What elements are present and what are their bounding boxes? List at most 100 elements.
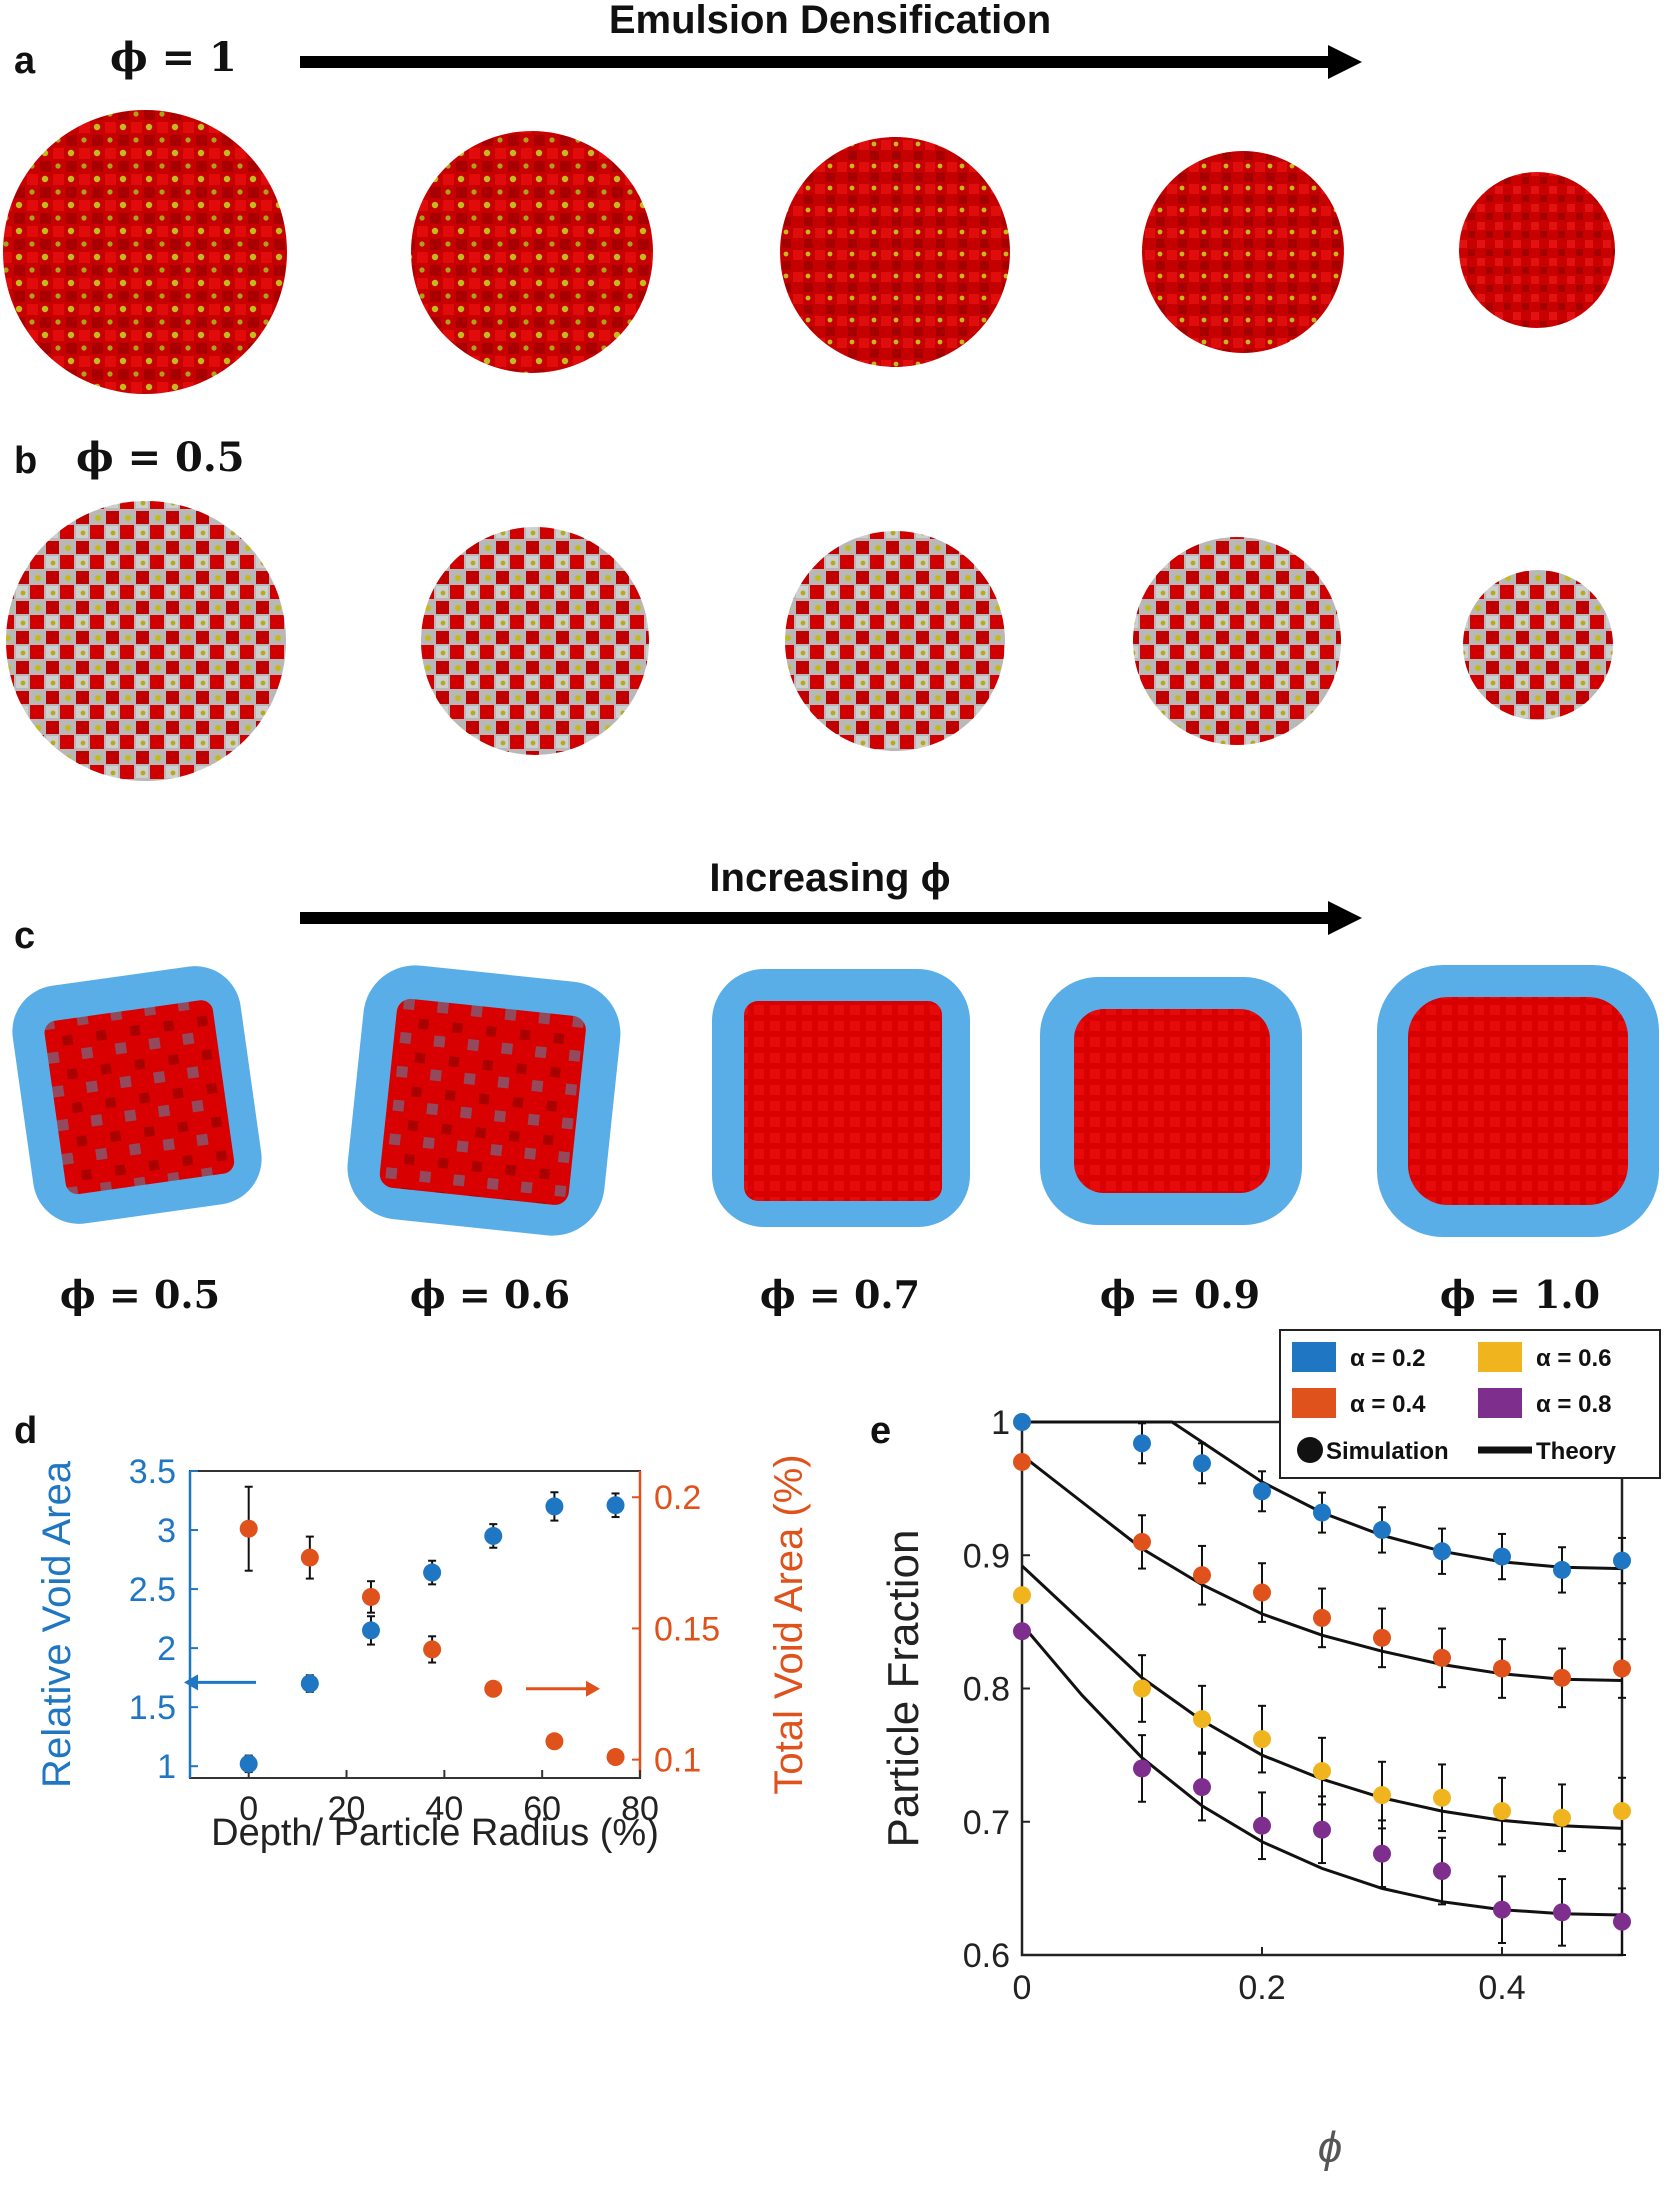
cross-section-0.5 — [12, 966, 262, 1224]
simulation-point — [1133, 1532, 1151, 1551]
simulation-point — [1313, 1608, 1331, 1627]
panel-d-x-axis-title: Depth/ Particle Radius (%) — [211, 1812, 659, 1854]
legend-swatch — [1292, 1342, 1336, 1372]
densification-arrow-head — [1328, 45, 1362, 79]
legend-theory-label: Theory — [1536, 1438, 1617, 1465]
panel-e-y-axis-title: Particle Fraction — [879, 1530, 928, 1848]
simulation-point — [1253, 1583, 1271, 1602]
y-left-tick-label: 1.5 — [129, 1689, 176, 1727]
simulation-point — [1313, 1820, 1331, 1839]
cross-section-0.6 — [347, 965, 621, 1236]
simulation-point — [1193, 1778, 1211, 1797]
droplet-a4 — [1142, 151, 1344, 353]
panel-a-droplets — [3, 110, 1615, 394]
data-point-right — [239, 1519, 258, 1538]
simulation-point — [1553, 1808, 1571, 1827]
x-tick-label: 40 — [425, 1790, 463, 1828]
panel-a-phi-label: ϕ = 1 — [110, 34, 237, 81]
panel-d-left-axis-title: Relative Void Area — [35, 1460, 79, 1788]
simulation-point — [1373, 1520, 1391, 1539]
simulation-point — [1373, 1628, 1391, 1647]
data-point-left — [300, 1674, 319, 1693]
data-point-right — [606, 1748, 625, 1767]
y-left-tick-label: 2.5 — [129, 1571, 176, 1609]
y-left-tick-label: 1 — [157, 1748, 176, 1786]
data-point-left — [484, 1526, 503, 1545]
panel-e-x-axis-title: ϕ — [1318, 2123, 1342, 2172]
y-tick-label: 0.7 — [963, 1804, 1010, 1842]
simulation-point — [1133, 1679, 1151, 1698]
simulation-point — [1613, 1802, 1631, 1821]
simulation-point — [1373, 1786, 1391, 1805]
y-tick-label: 1 — [991, 1404, 1010, 1442]
cross-section-0.7 — [712, 969, 970, 1227]
y-tick-label: 0.6 — [963, 1937, 1010, 1975]
panel-e-legend — [1279, 1329, 1661, 1479]
data-point-left — [239, 1754, 258, 1773]
data-point-left — [606, 1496, 625, 1515]
data-point-left — [545, 1497, 564, 1516]
panel-d-chart: 0 20 40 60 80 1 1.5 2 2.5 3 3.5 0.1 0.15 0.2 Depth/ Pa… — [35, 1453, 811, 1854]
simulation-point — [1133, 1434, 1151, 1453]
simulation-point — [1493, 1802, 1511, 1821]
x-tick-label: 20 — [328, 1790, 366, 1828]
panel-d-letter: d — [14, 1410, 38, 1452]
droplet-a5 — [1459, 172, 1615, 328]
panel-c-letter: c — [14, 915, 36, 957]
cross-section-label-4: ϕ = 0.9 — [1099, 1272, 1261, 1317]
simulation-point — [1013, 1622, 1031, 1641]
droplet-b3 — [785, 531, 1005, 751]
y-right-tick-label: 0.1 — [654, 1742, 701, 1780]
legend-swatch — [1478, 1342, 1522, 1372]
legend-entry-label: α = 0.2 — [1350, 1345, 1425, 1372]
simulation-point — [1133, 1759, 1151, 1778]
x-tick-label: 0.2 — [1238, 1969, 1285, 2007]
x-tick-label: 0 — [239, 1790, 258, 1828]
right-axis-indicator-arrowhead — [586, 1680, 600, 1697]
droplet-a3 — [780, 137, 1010, 367]
simulation-point — [1613, 1912, 1631, 1931]
simulation-point — [1553, 1560, 1571, 1579]
simulation-point — [1193, 1566, 1211, 1585]
x-tick-label: 60 — [523, 1790, 561, 1828]
legend-entry-label: α = 0.4 — [1350, 1391, 1426, 1418]
legend-entry-label: α = 0.8 — [1536, 1391, 1611, 1418]
cross-section-label-1: ϕ = 0.5 — [59, 1272, 221, 1317]
simulation-point — [1613, 1551, 1631, 1570]
simulation-point — [1013, 1452, 1031, 1471]
y-left-tick-label: 3.5 — [129, 1453, 176, 1491]
simulation-point — [1013, 1413, 1031, 1431]
y-right-tick-label: 0.15 — [654, 1610, 720, 1648]
data-point-right — [300, 1548, 319, 1567]
data-point-left — [361, 1621, 380, 1640]
legend-simulation-label: Simulation — [1326, 1438, 1449, 1465]
x-tick-label: 0 — [1013, 1969, 1032, 2007]
y-left-tick-label: 3 — [157, 1512, 176, 1550]
cross-section-label-2: ϕ = 0.6 — [409, 1272, 571, 1317]
simulation-point — [1193, 1454, 1211, 1473]
droplet-a1 — [3, 110, 287, 394]
data-point-right — [484, 1679, 503, 1698]
left-axis-indicator-arrowhead — [184, 1674, 198, 1691]
legend-entry-label: α = 0.6 — [1536, 1345, 1611, 1372]
x-tick-label: 0.4 — [1478, 1969, 1525, 2007]
panel-a-letter: a — [14, 40, 36, 82]
cross-section-label-5: ϕ = 1.0 — [1439, 1272, 1601, 1317]
simulation-point — [1493, 1900, 1511, 1919]
simulation-point — [1493, 1547, 1511, 1566]
x-tick-label: 80 — [621, 1790, 659, 1828]
data-point-right — [361, 1587, 380, 1606]
simulation-point — [1013, 1586, 1031, 1605]
y-tick-label: 0.8 — [963, 1671, 1010, 1709]
data-point-left — [423, 1563, 442, 1582]
data-point-right — [423, 1640, 442, 1659]
droplet-b2 — [421, 527, 649, 755]
droplet-a2 — [411, 131, 653, 373]
simulation-point — [1313, 1762, 1331, 1781]
increasing-phi-arrow — [300, 912, 1330, 924]
y-left-tick-label: 2 — [157, 1630, 176, 1668]
droplet-b5 — [1463, 570, 1613, 720]
simulation-point — [1433, 1648, 1451, 1667]
legend-simulation-marker — [1297, 1437, 1323, 1463]
panel-e-letter: e — [870, 1410, 892, 1452]
